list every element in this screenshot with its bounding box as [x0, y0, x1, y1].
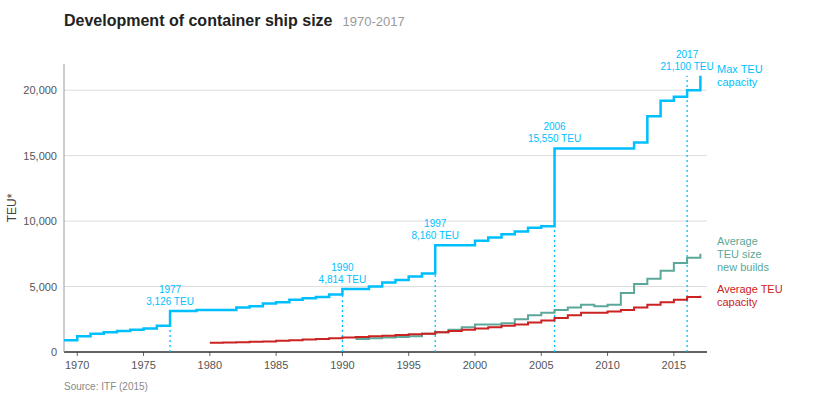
text-line: 3,126 TEU — [146, 296, 194, 307]
x-tick-label: 2005 — [529, 359, 553, 371]
grid — [64, 90, 707, 352]
annotation-line — [342, 289, 343, 352]
text-line: 1997 — [424, 218, 447, 229]
plot-area — [64, 76, 700, 352]
annotation: 19773,126 TEU — [146, 284, 194, 307]
x-tick-label: 1990 — [330, 359, 354, 371]
grid-line — [64, 155, 707, 156]
x-tick-label: 1995 — [396, 359, 420, 371]
grid-line — [64, 352, 707, 353]
x-tick-label: 2000 — [463, 359, 487, 371]
text-line: 21,100 TEU — [661, 61, 714, 72]
text-line: capacity — [717, 76, 758, 88]
text-line: 1977 — [159, 284, 182, 295]
series-line — [356, 254, 701, 339]
legend-entry: Average TEUcapacity — [717, 283, 783, 308]
annotation: 19978,160 TEU — [411, 218, 459, 241]
text-line: 8,160 TEU — [411, 230, 459, 241]
annotation: 19904,814 TEU — [319, 262, 367, 285]
x-tick-label: 2010 — [595, 359, 619, 371]
source: Source: ITF (2015) — [64, 381, 148, 392]
text-line: 2017 — [676, 49, 699, 60]
y-tick-label: 10,000 — [23, 215, 57, 227]
text-line: Average TEU — [717, 283, 783, 295]
x-axis-line — [64, 351, 707, 353]
series-line — [64, 76, 700, 340]
text-line: 4,814 TEU — [319, 274, 367, 285]
text-line: Average — [717, 235, 758, 247]
title: Development of container ship size — [64, 12, 333, 29]
text-line: 15,550 TEU — [528, 133, 581, 144]
annotation: 200615,550 TEU — [528, 121, 581, 144]
y-tick-label: 20,000 — [23, 84, 57, 96]
x-tick-label: 1985 — [264, 359, 288, 371]
text-line: TEU size — [717, 248, 762, 260]
text-line: new builds — [717, 261, 769, 273]
legend-entry: Max TEUcapacity — [717, 63, 763, 88]
annotation-line — [686, 76, 687, 352]
y-axis-label: TEU* — [5, 193, 19, 222]
y-tick-label: 5,000 — [29, 281, 57, 293]
series-line — [210, 296, 701, 343]
y-axis-line — [64, 64, 65, 352]
text-line: Max TEU — [717, 63, 763, 75]
x-tick-label: 1970 — [65, 359, 89, 371]
x-tick-label: 1980 — [198, 359, 222, 371]
annotation: 201721,100 TEU — [661, 49, 714, 72]
text-line: capacity — [717, 296, 758, 308]
grid-line — [64, 221, 707, 222]
grid-line — [64, 90, 707, 91]
legend-entry: AverageTEU sizenew builds — [717, 235, 769, 273]
text-line: 2006 — [543, 121, 566, 132]
chart: Development of container ship size 1970-2… — [0, 0, 819, 396]
x-tick-label: 2015 — [662, 359, 686, 371]
y-tick-label: 15,000 — [23, 150, 57, 162]
x-tick-label: 1975 — [131, 359, 155, 371]
y-tick-label: 0 — [51, 346, 57, 358]
subtitle: 1970-2017 — [343, 14, 405, 29]
text-line: 1990 — [331, 262, 354, 273]
